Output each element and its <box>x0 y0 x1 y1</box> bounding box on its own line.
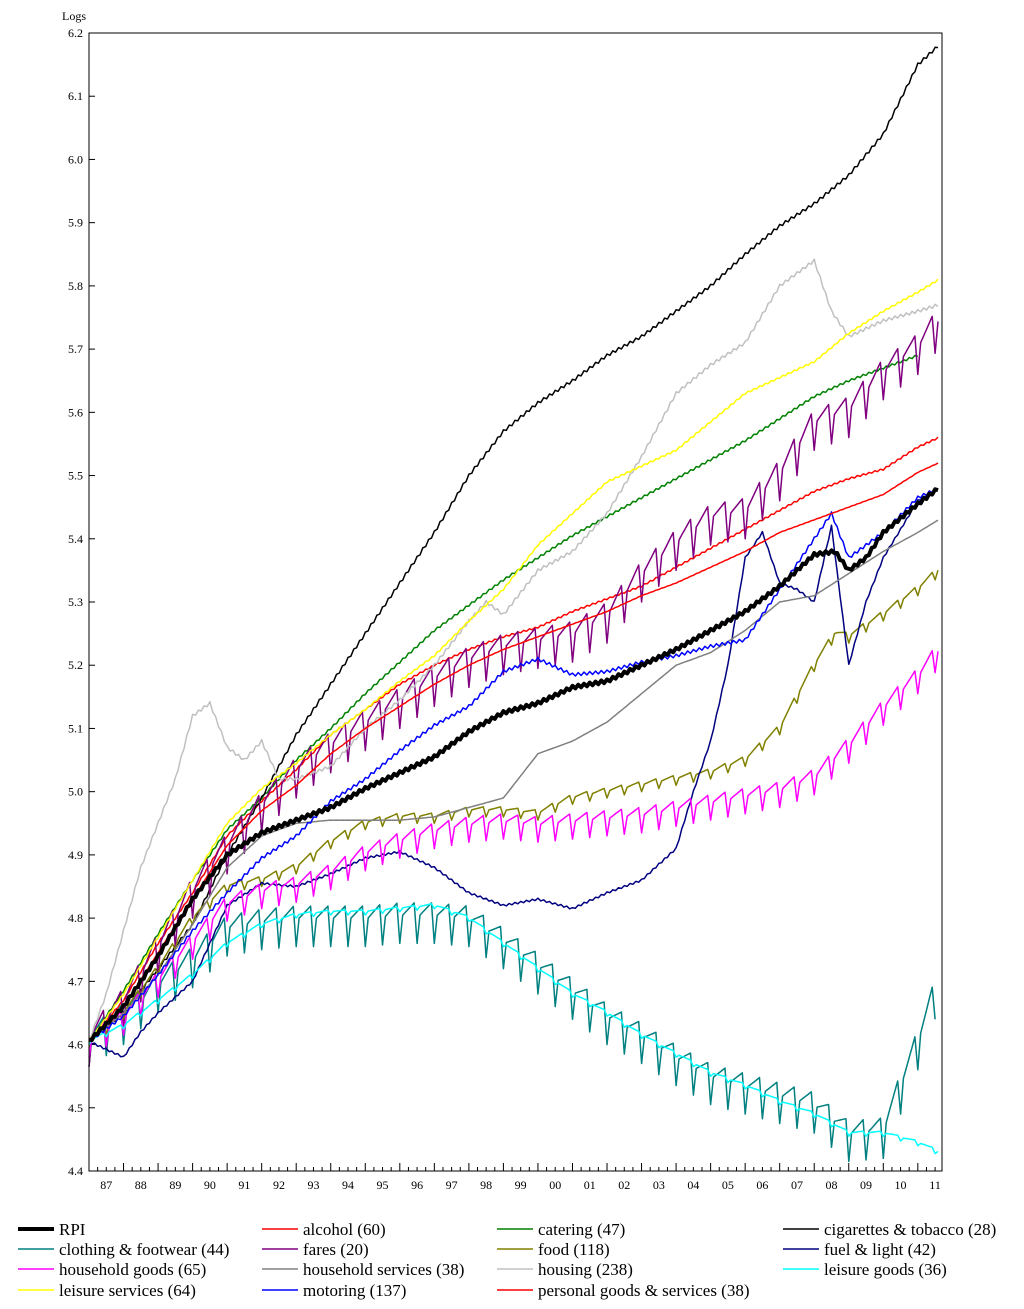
series-line-1 <box>88 436 939 1043</box>
series-line-2 <box>88 354 919 1043</box>
y-tick-label: 6.1 <box>68 89 83 103</box>
legend-label: household goods (65) <box>59 1260 206 1279</box>
series-line-14 <box>88 462 939 1043</box>
series-line-6 <box>88 569 939 1048</box>
y-tick-label: 6.0 <box>68 152 83 166</box>
series-line-10 <box>88 258 939 1041</box>
x-tick-label: 97 <box>446 1178 458 1192</box>
x-tick-label: 05 <box>722 1178 734 1192</box>
series-line-12 <box>88 278 939 1043</box>
x-tick-label: 04 <box>687 1178 699 1192</box>
series-line-8 <box>88 650 939 1058</box>
y-tick-label: 4.9 <box>68 848 83 862</box>
x-tick-label: 94 <box>342 1178 354 1192</box>
y-tick-label: 5.8 <box>68 279 83 293</box>
y-tick-label: 4.5 <box>68 1101 83 1115</box>
y-tick-label: 4.4 <box>68 1164 83 1178</box>
x-tick-label: 07 <box>791 1178 803 1192</box>
y-tick-label: 4.8 <box>68 911 83 925</box>
x-tick-label: 92 <box>273 1178 285 1192</box>
legend-label: RPI <box>59 1220 86 1239</box>
x-tick-label: 06 <box>756 1178 768 1192</box>
y-axis-unit-label: Logs <box>62 9 86 23</box>
x-tick-label: 11 <box>929 1178 941 1192</box>
legend-label: food (118) <box>538 1240 610 1259</box>
y-tick-label: 5.1 <box>68 721 83 735</box>
series-line-9 <box>88 519 939 1042</box>
y-tick-label: 5.6 <box>68 405 83 419</box>
legend-label: fuel & light (42) <box>824 1240 936 1259</box>
x-tick-label: 95 <box>377 1178 389 1192</box>
legend-label: leisure goods (36) <box>824 1260 947 1279</box>
y-tick-label: 5.5 <box>68 469 83 483</box>
x-tick-label: 00 <box>549 1178 561 1192</box>
y-tick-label: 4.7 <box>68 974 83 988</box>
series-line-0 <box>88 487 939 1042</box>
x-tick-label: 01 <box>584 1178 596 1192</box>
legend-label: leisure services (64) <box>59 1281 196 1300</box>
x-tick-label: 10 <box>895 1178 907 1192</box>
x-tick-label: 99 <box>515 1178 527 1192</box>
x-tick-label: 02 <box>618 1178 630 1192</box>
y-tick-label: 6.2 <box>68 26 83 40</box>
legend-label: fares (20) <box>303 1240 369 1259</box>
x-tick-label: 87 <box>100 1178 112 1192</box>
legend-label: housing (238) <box>538 1260 633 1279</box>
legend-label: personal goods & services (38) <box>538 1281 750 1300</box>
y-tick-label: 5.0 <box>68 785 83 799</box>
y-tick-label: 5.7 <box>68 342 83 356</box>
legend-label: cigarettes & tobacco (28) <box>824 1220 996 1239</box>
legend-label: catering (47) <box>538 1220 625 1239</box>
x-tick-label: 93 <box>307 1178 319 1192</box>
x-tick-label: 90 <box>204 1178 216 1192</box>
y-tick-label: 4.6 <box>68 1038 83 1052</box>
plot-frame <box>88 32 943 1172</box>
legend-label: household services (38) <box>303 1260 464 1279</box>
x-tick-label: 91 <box>238 1178 250 1192</box>
x-tick-label: 03 <box>653 1178 665 1192</box>
legend: RPI alcohol (60) catering (47) cigarettes &… <box>18 1220 996 1300</box>
x-axis: 87 88 89 90 91 92 93 94 95 96 97 98 99 00 01 02 03 04 05 06… <box>88 1163 941 1192</box>
y-tick-label: 5.9 <box>68 216 83 230</box>
legend-label: motoring (137) <box>303 1281 406 1300</box>
legend-label: alcohol (60) <box>303 1220 386 1239</box>
y-tick-label: 5.2 <box>68 658 83 672</box>
x-tick-label: 08 <box>825 1178 837 1192</box>
series-line-11 <box>88 903 939 1155</box>
series-line-13 <box>88 487 939 1042</box>
x-tick-label: 89 <box>169 1178 181 1192</box>
series-layer <box>88 46 939 1163</box>
x-tick-label: 98 <box>480 1178 492 1192</box>
x-tick-label: 88 <box>135 1178 147 1192</box>
x-tick-label: 96 <box>411 1178 423 1192</box>
x-tick-label: 09 <box>860 1178 872 1192</box>
y-axis: 4.4 4.5 4.6 4.7 4.8 4.9 5.0 5.1 5.2 5.3 5.4 5.5 5.6 5… <box>68 26 95 1178</box>
y-tick-label: 5.4 <box>68 532 83 546</box>
y-tick-label: 5.3 <box>68 595 83 609</box>
legend-label: clothing & footwear (44) <box>59 1240 229 1259</box>
series-line-4 <box>88 902 936 1163</box>
